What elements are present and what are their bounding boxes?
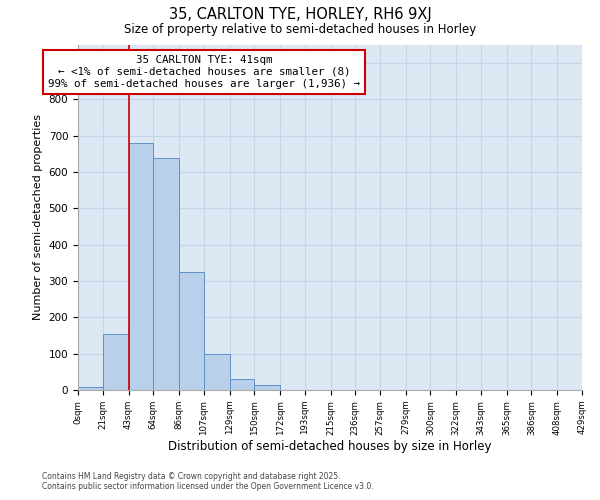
Bar [204,354,230,390]
Bar [128,143,153,390]
Bar [103,334,128,390]
Bar [179,272,204,390]
Bar [78,387,103,390]
Text: 35, CARLTON TYE, HORLEY, RH6 9XJ: 35, CARLTON TYE, HORLEY, RH6 9XJ [169,8,431,22]
Text: Contains HM Land Registry data © Crown copyright and database right 2025.
Contai: Contains HM Land Registry data © Crown c… [42,472,374,491]
Bar [254,384,280,390]
Y-axis label: Number of semi-detached properties: Number of semi-detached properties [33,114,43,320]
Text: 35 CARLTON TYE: 41sqm
← <1% of semi-detached houses are smaller (8)
99% of semi-: 35 CARLTON TYE: 41sqm ← <1% of semi-deta… [48,56,360,88]
Bar [153,158,179,390]
Text: Size of property relative to semi-detached houses in Horley: Size of property relative to semi-detach… [124,22,476,36]
Bar [230,379,254,390]
X-axis label: Distribution of semi-detached houses by size in Horley: Distribution of semi-detached houses by … [168,440,492,453]
